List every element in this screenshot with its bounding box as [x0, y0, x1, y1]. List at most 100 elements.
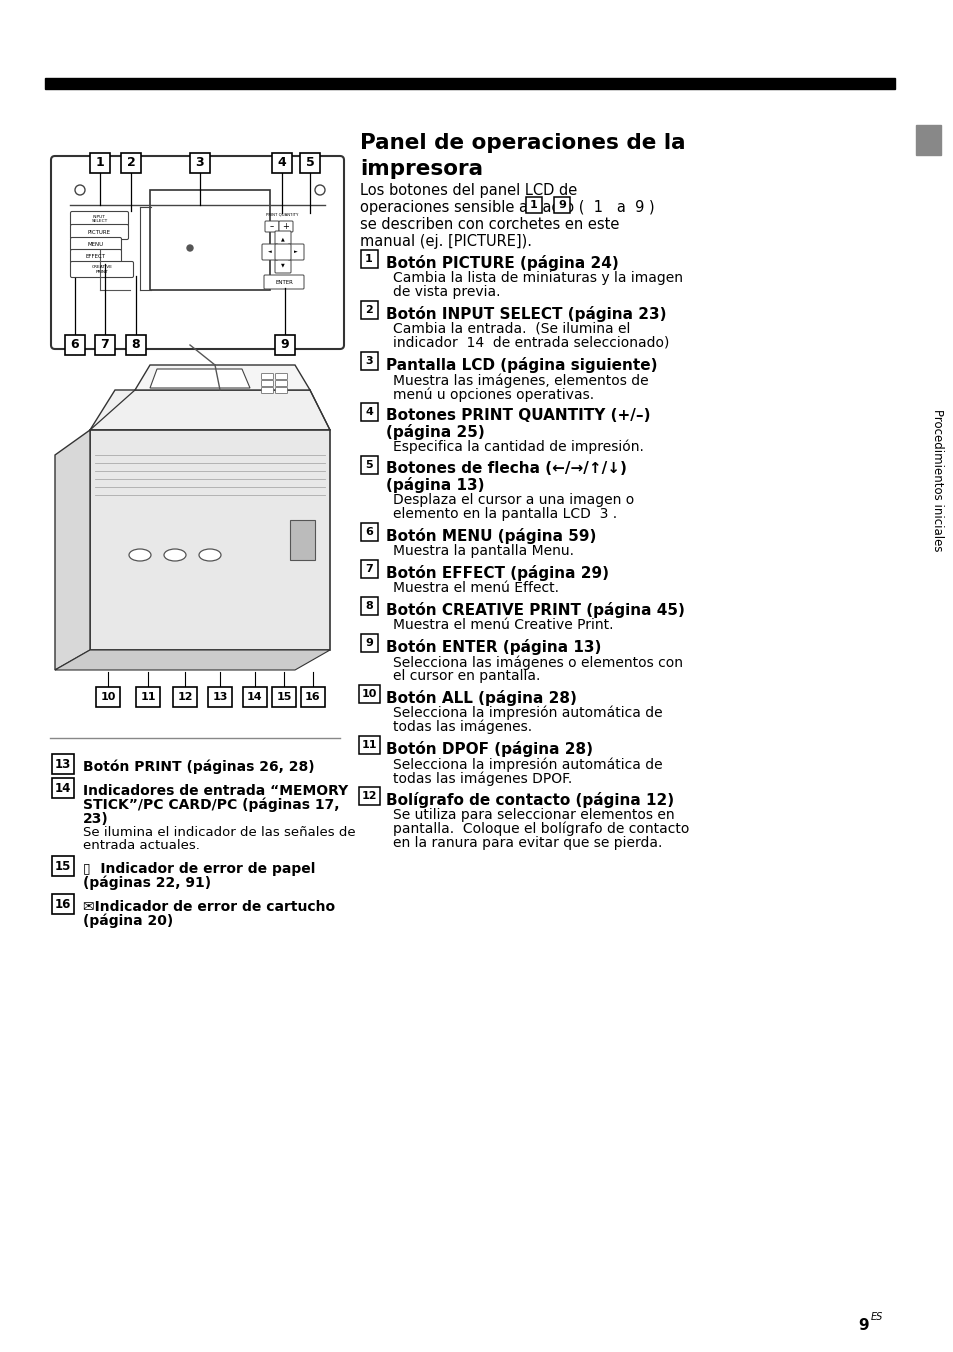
- FancyBboxPatch shape: [275, 388, 287, 393]
- Text: 9: 9: [365, 638, 373, 648]
- FancyBboxPatch shape: [136, 687, 160, 707]
- Text: 11: 11: [140, 692, 155, 702]
- Text: 13: 13: [213, 692, 228, 702]
- Text: ES: ES: [870, 1311, 882, 1322]
- FancyBboxPatch shape: [288, 243, 304, 260]
- FancyBboxPatch shape: [265, 220, 278, 233]
- Polygon shape: [90, 389, 330, 430]
- FancyBboxPatch shape: [52, 894, 74, 914]
- FancyBboxPatch shape: [275, 380, 287, 387]
- FancyBboxPatch shape: [95, 335, 115, 356]
- Text: pantalla.  Coloque el bolígrafo de contacto: pantalla. Coloque el bolígrafo de contac…: [393, 822, 689, 837]
- Text: de vista previa.: de vista previa.: [393, 285, 500, 299]
- FancyBboxPatch shape: [360, 634, 377, 652]
- Text: 1: 1: [530, 200, 537, 210]
- Text: Botón MENU (página 59): Botón MENU (página 59): [386, 529, 596, 544]
- Polygon shape: [55, 650, 330, 671]
- Text: ▼: ▼: [281, 262, 285, 268]
- Text: 7: 7: [365, 564, 373, 575]
- Text: 9: 9: [558, 200, 565, 210]
- Text: Muestra el menú Creative Print.: Muestra el menú Creative Print.: [393, 618, 613, 631]
- Text: Selecciona la impresión automática de: Selecciona la impresión automática de: [393, 706, 662, 721]
- Text: +: +: [282, 222, 289, 231]
- FancyBboxPatch shape: [274, 335, 294, 356]
- Text: (páginas 22, 91): (páginas 22, 91): [83, 876, 211, 891]
- Text: Selecciona las imágenes o elementos con: Selecciona las imágenes o elementos con: [393, 654, 682, 669]
- Text: Botón CREATIVE PRINT (página 45): Botón CREATIVE PRINT (página 45): [386, 602, 684, 618]
- Text: Procedimientos iniciales: Procedimientos iniciales: [930, 408, 943, 552]
- FancyBboxPatch shape: [71, 211, 129, 227]
- Text: Indicadores de entrada “MEMORY: Indicadores de entrada “MEMORY: [83, 784, 348, 798]
- Text: 4: 4: [365, 407, 373, 416]
- Text: (página 25): (página 25): [386, 425, 484, 439]
- FancyBboxPatch shape: [554, 197, 569, 214]
- FancyBboxPatch shape: [52, 856, 74, 876]
- Text: Cambia la lista de miniaturas y la imagen: Cambia la lista de miniaturas y la image…: [393, 270, 682, 285]
- Text: el cursor en pantalla.: el cursor en pantalla.: [393, 669, 539, 683]
- Text: Muestra la pantalla Menu.: Muestra la pantalla Menu.: [393, 544, 574, 558]
- Text: Botón INPUT SELECT (página 23): Botón INPUT SELECT (página 23): [386, 306, 666, 322]
- Ellipse shape: [164, 549, 186, 561]
- Text: (página 20): (página 20): [83, 914, 173, 929]
- FancyBboxPatch shape: [261, 380, 274, 387]
- FancyBboxPatch shape: [51, 155, 344, 349]
- FancyBboxPatch shape: [299, 153, 319, 173]
- Text: ▲: ▲: [281, 237, 285, 242]
- FancyBboxPatch shape: [360, 560, 377, 579]
- Text: Selecciona la impresión automática de: Selecciona la impresión automática de: [393, 757, 662, 772]
- FancyBboxPatch shape: [360, 250, 377, 268]
- Text: ✉Indicador de error de cartucho: ✉Indicador de error de cartucho: [83, 900, 335, 914]
- FancyBboxPatch shape: [360, 456, 377, 475]
- FancyBboxPatch shape: [52, 754, 74, 773]
- Text: CREATIVE
PRINT: CREATIVE PRINT: [91, 265, 112, 274]
- Circle shape: [187, 245, 193, 251]
- Text: Botón PRINT (páginas 26, 28): Botón PRINT (páginas 26, 28): [83, 760, 314, 775]
- Text: ▯  Indicador de error de papel: ▯ Indicador de error de papel: [83, 863, 315, 876]
- FancyBboxPatch shape: [126, 335, 146, 356]
- Text: Muestra las imágenes, elementos de: Muestra las imágenes, elementos de: [393, 373, 648, 388]
- FancyBboxPatch shape: [358, 735, 379, 754]
- Polygon shape: [135, 365, 310, 389]
- Text: 11: 11: [361, 740, 376, 750]
- Text: Desplaza el cursor a una imagen o: Desplaza el cursor a una imagen o: [393, 493, 634, 507]
- Text: STICK”/PC CARD/PC (páginas 17,: STICK”/PC CARD/PC (páginas 17,: [83, 798, 339, 813]
- Text: ►: ►: [294, 250, 297, 254]
- Polygon shape: [150, 369, 250, 388]
- FancyBboxPatch shape: [274, 243, 291, 260]
- FancyBboxPatch shape: [274, 257, 291, 273]
- FancyBboxPatch shape: [360, 352, 377, 370]
- FancyBboxPatch shape: [90, 153, 110, 173]
- FancyBboxPatch shape: [272, 153, 292, 173]
- Polygon shape: [90, 430, 330, 650]
- Text: 8: 8: [365, 602, 373, 611]
- FancyBboxPatch shape: [358, 685, 379, 703]
- Text: ◄: ◄: [268, 250, 272, 254]
- FancyBboxPatch shape: [264, 274, 304, 289]
- Text: Los botones del panel LCD de: Los botones del panel LCD de: [359, 183, 577, 197]
- FancyBboxPatch shape: [71, 250, 121, 264]
- Text: 10: 10: [100, 692, 115, 702]
- Text: Se utiliza para seleccionar elementos en: Se utiliza para seleccionar elementos en: [393, 808, 674, 822]
- FancyBboxPatch shape: [71, 261, 133, 277]
- Text: Muestra el menú Effect.: Muestra el menú Effect.: [393, 581, 558, 595]
- Text: 13: 13: [55, 757, 71, 771]
- Text: Botones PRINT QUANTITY (+/–): Botones PRINT QUANTITY (+/–): [386, 408, 650, 423]
- FancyBboxPatch shape: [208, 687, 232, 707]
- Bar: [915, 124, 940, 155]
- FancyBboxPatch shape: [243, 687, 267, 707]
- Text: operaciones sensible al tacto (  1   a  9 ): operaciones sensible al tacto ( 1 a 9 ): [359, 200, 654, 215]
- Text: PICTURE: PICTURE: [88, 230, 111, 234]
- FancyBboxPatch shape: [65, 335, 85, 356]
- Text: 14: 14: [247, 692, 262, 702]
- Text: (página 13): (página 13): [386, 477, 484, 493]
- FancyBboxPatch shape: [360, 523, 377, 541]
- FancyBboxPatch shape: [278, 220, 293, 233]
- Text: 8: 8: [132, 338, 140, 352]
- Text: 15: 15: [276, 692, 292, 702]
- FancyBboxPatch shape: [301, 687, 325, 707]
- Text: 6: 6: [365, 527, 373, 537]
- Text: Bolígrafo de contacto (página 12): Bolígrafo de contacto (página 12): [386, 792, 674, 808]
- Text: 9: 9: [280, 338, 289, 352]
- Text: 15: 15: [54, 860, 71, 872]
- Text: en la ranura para evitar que se pierda.: en la ranura para evitar que se pierda.: [393, 836, 661, 850]
